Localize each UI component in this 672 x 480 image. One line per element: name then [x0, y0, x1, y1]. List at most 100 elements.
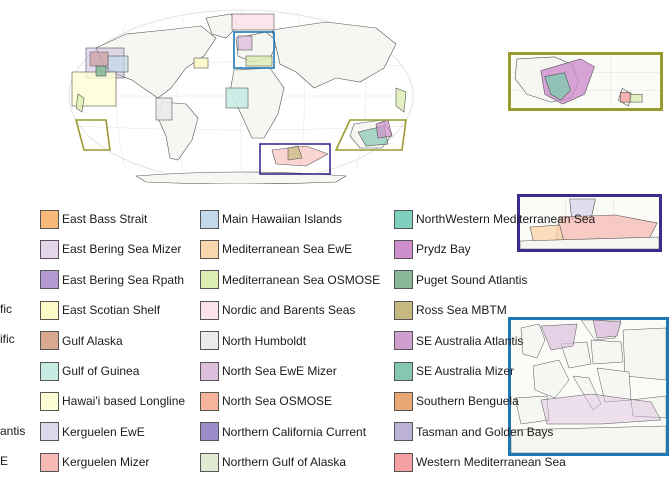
legend-item: North Sea OSMOSE — [200, 390, 332, 412]
uk — [520, 323, 546, 359]
legend-label: Northern California Current — [222, 424, 367, 439]
legend-label: Kerguelen Mizer — [62, 455, 150, 470]
legend-swatch — [40, 361, 59, 381]
legend-swatch — [394, 391, 413, 411]
region-north-sea — [237, 35, 253, 51]
legend-item: Prydz Bay — [394, 238, 471, 260]
region-puget-sound — [95, 65, 107, 77]
legend-item: East Bering Sea Rpath — [40, 269, 184, 291]
legend-label: East Bering Sea Mizer — [62, 242, 182, 257]
legend: fic ific antis E East Bass Strait East Be… — [0, 206, 672, 480]
legend-item: Mediterranean Sea OSMOSE — [200, 269, 380, 291]
legend-swatch — [200, 422, 219, 442]
inset-antarctic — [517, 194, 662, 252]
inset-europe-svg — [511, 320, 666, 453]
legend-swatch — [200, 209, 219, 229]
legend-item: Main Hawaiian Islands — [200, 208, 342, 230]
legend-swatch — [40, 422, 59, 442]
legend-swatch — [200, 270, 219, 290]
legend-item: North Humboldt — [200, 330, 306, 352]
legend-swatch — [40, 331, 59, 351]
legend-item: Southern Benguela — [394, 390, 519, 412]
region-hawaii-longline — [71, 71, 117, 107]
eastern-europe — [622, 327, 666, 381]
legend-label: SE Australia Mizer — [416, 364, 515, 378]
legend-label: Kerguelen EwE — [62, 424, 145, 439]
legend-label: SE Australia Atlantis — [416, 333, 524, 348]
north-sea-region — [540, 323, 578, 351]
north-africa — [511, 425, 666, 453]
med-region — [540, 393, 662, 425]
legend-item: East Scotian Shelf — [40, 299, 160, 321]
locator-box-europe — [233, 31, 275, 69]
italy — [572, 375, 602, 411]
legend-swatch — [200, 300, 219, 320]
legend-swatch — [394, 361, 413, 381]
legend-item: Ross Sea MBTM — [394, 299, 507, 321]
legend-item: Tasman and Golden Bays — [394, 421, 553, 443]
legend-item: Northern Gulf of Alaska — [200, 451, 346, 473]
legend-item: East Bering Sea Mizer — [40, 238, 181, 260]
legend-label: Southern Benguela — [416, 394, 519, 409]
legend-label: Main Hawaiian Islands — [222, 212, 343, 226]
region-east-scotian-shelf — [193, 57, 209, 69]
greenland — [205, 13, 239, 39]
legend-item: North Sea EwE Mizer — [200, 360, 337, 382]
legend-item: Puget Sound Atlantis — [394, 269, 527, 291]
legend-label: Gulf of Guinea — [62, 364, 140, 378]
locator-box-oceania — [334, 119, 407, 151]
legend-swatch — [394, 209, 413, 229]
legend-label: North Humboldt — [222, 333, 307, 348]
inset-oceania-svg — [511, 55, 660, 108]
region-nordic-barents — [231, 13, 275, 31]
legend-swatch — [40, 209, 59, 229]
region-gulf-of-guinea — [225, 87, 249, 109]
iberia — [514, 395, 550, 425]
legend-label: East Bass Strait — [62, 212, 148, 226]
legend-swatch — [394, 239, 413, 259]
legend-item: Gulf of Guinea — [40, 360, 139, 382]
legend-item: Kerguelen Mizer — [40, 451, 149, 473]
legend-clipped-label: fic — [0, 302, 12, 316]
legend-label: North Sea OSMOSE — [222, 394, 333, 409]
legend-label: North Sea EwE Mizer — [222, 364, 337, 378]
continents — [95, 13, 397, 185]
legend-item: Hawai'i based Longline — [40, 390, 185, 412]
legend-swatch — [394, 422, 413, 442]
region-new-zealand-green — [395, 87, 407, 113]
legend-swatch — [40, 452, 59, 472]
region-prydz-bay — [375, 119, 393, 139]
inset-oceania — [508, 52, 663, 111]
legend-label: Ross Sea MBTM — [416, 303, 507, 318]
legend-item: SE Australia Atlantis — [394, 330, 523, 352]
se-australia-shape — [544, 72, 571, 101]
legend-label: Hawai'i based Longline — [62, 394, 186, 409]
region-ross-sea — [287, 145, 303, 161]
legend-item: Nordic and Barents Seas — [200, 299, 355, 321]
legend-clipped-label: E — [0, 454, 9, 468]
legend-swatch — [394, 331, 413, 351]
antarctica-coast — [520, 236, 659, 249]
baltic-region — [592, 320, 622, 339]
legend-label: Mediterranean Sea EwE — [222, 242, 353, 257]
east-bass-strait-shape — [629, 93, 643, 103]
legend-label: Gulf Alaska — [62, 333, 123, 348]
inset-europe — [508, 317, 669, 456]
legend-label: Mediterranean Sea OSMOSE — [222, 272, 381, 287]
legend-label: Northern Gulf of Alaska — [222, 455, 347, 470]
asia — [271, 21, 397, 89]
legend-swatch — [40, 239, 59, 259]
legend-swatch — [200, 452, 219, 472]
legend-item: SE Australia Mizer — [394, 360, 514, 382]
legend-swatch — [200, 391, 219, 411]
locator-box-pacific — [74, 119, 111, 151]
legend-swatch — [394, 300, 413, 320]
region-northern-gulf-alaska — [107, 55, 129, 73]
legend-swatch — [40, 391, 59, 411]
model-regions — [71, 13, 407, 167]
germany — [560, 341, 592, 369]
legend-swatch — [200, 331, 219, 351]
legend-swatch — [40, 300, 59, 320]
inset-antarctic-svg — [520, 197, 659, 249]
